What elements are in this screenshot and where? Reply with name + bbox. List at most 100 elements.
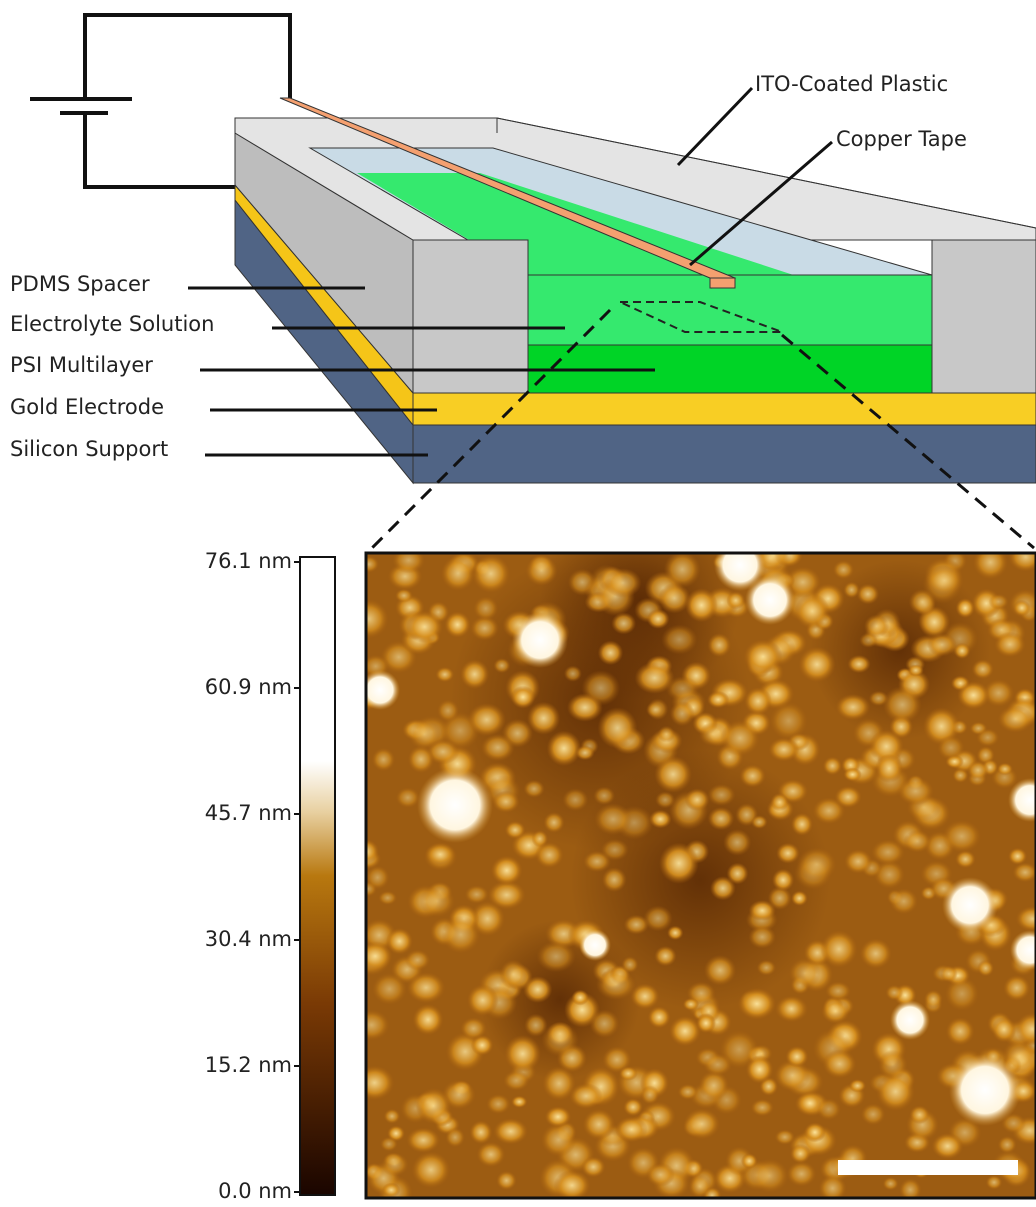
afm-grain bbox=[787, 1161, 817, 1187]
afm-grain bbox=[704, 955, 736, 986]
afm-grain bbox=[977, 960, 994, 977]
afm-grain bbox=[425, 843, 455, 866]
afm-grain bbox=[416, 1088, 452, 1124]
afm-grain bbox=[791, 813, 813, 836]
afm-grain bbox=[381, 1153, 409, 1177]
colorbar-tick-label: 45.7 nm bbox=[205, 801, 292, 825]
afm-grain bbox=[897, 777, 934, 805]
afm-grain bbox=[655, 791, 675, 808]
afm-grain bbox=[372, 973, 407, 1005]
label: PSI Multilayer bbox=[10, 353, 153, 377]
afm-particle bbox=[942, 877, 998, 933]
afm-grain bbox=[744, 687, 772, 715]
afm-grain bbox=[768, 737, 799, 761]
afm-grain bbox=[849, 1079, 866, 1093]
afm-grain bbox=[925, 565, 964, 596]
afm-grain bbox=[541, 1022, 579, 1057]
colorbar bbox=[300, 557, 335, 1195]
colorbar-tick-label: 60.9 nm bbox=[205, 675, 292, 699]
afm-grain bbox=[641, 1085, 660, 1104]
afm-grain bbox=[708, 807, 735, 830]
afm-grain bbox=[998, 1136, 1017, 1154]
copper-end bbox=[710, 278, 735, 288]
afm-grain bbox=[659, 843, 699, 884]
afm-grain bbox=[511, 686, 536, 709]
afm-grain bbox=[359, 556, 379, 573]
afm-grain bbox=[562, 788, 588, 811]
afm-particle bbox=[714, 539, 766, 591]
afm-grain bbox=[493, 658, 510, 673]
afm-grain bbox=[380, 1137, 398, 1152]
afm-grain bbox=[604, 568, 642, 597]
afm-grain bbox=[688, 1174, 711, 1198]
afm-grain bbox=[499, 959, 527, 989]
afm-grain bbox=[496, 1171, 517, 1190]
afm-grain bbox=[649, 810, 672, 829]
figure: ITO-Coated Plastic Copper Tape PDMS Spac… bbox=[0, 0, 1036, 1203]
label: Gold Electrode bbox=[10, 395, 164, 419]
afm-grain bbox=[643, 905, 672, 931]
afm-grain bbox=[486, 1094, 510, 1114]
afm-grain bbox=[957, 681, 990, 709]
afm-grain bbox=[1013, 600, 1031, 616]
afm-grain bbox=[994, 632, 1026, 658]
afm-grain bbox=[946, 1017, 975, 1046]
afm-grain bbox=[997, 763, 1013, 776]
afm-grain bbox=[543, 812, 564, 833]
afm-grain bbox=[955, 850, 976, 868]
label: PDMS Spacer bbox=[10, 272, 150, 296]
afm-grain bbox=[511, 1096, 527, 1108]
afm-grain bbox=[973, 545, 1008, 579]
afm-grain bbox=[441, 916, 480, 954]
afm-particle bbox=[417, 767, 493, 843]
afm-grain bbox=[875, 754, 903, 783]
afm-grain bbox=[472, 554, 510, 593]
afm-grain bbox=[1008, 848, 1027, 865]
afm-grain bbox=[871, 839, 905, 865]
afm-particle bbox=[512, 612, 568, 668]
afm-grain bbox=[743, 639, 782, 674]
afm-grain bbox=[460, 659, 489, 689]
afm-grain bbox=[696, 1013, 716, 1033]
colorbar-tick-label: 30.4 nm bbox=[205, 927, 292, 951]
afm-grain bbox=[523, 976, 552, 1003]
afm-grain bbox=[504, 1035, 541, 1073]
afm-grain bbox=[407, 972, 446, 1003]
afm-grain bbox=[473, 596, 498, 620]
afm-grain bbox=[647, 609, 670, 629]
afm-grain bbox=[772, 869, 794, 892]
afm-grain bbox=[927, 633, 957, 656]
afm-grain bbox=[545, 1106, 572, 1127]
afm-grain bbox=[860, 938, 892, 969]
afm-grain bbox=[885, 985, 903, 1001]
afm-grain bbox=[646, 1163, 675, 1187]
afm-grain bbox=[823, 1049, 857, 1078]
afm-grain bbox=[589, 1009, 619, 1038]
afm-grain bbox=[685, 788, 710, 811]
afm-grain bbox=[635, 662, 675, 694]
afm-grain bbox=[908, 664, 924, 676]
afm-grain bbox=[493, 1118, 528, 1145]
afm-grain bbox=[444, 611, 470, 638]
afm-grain bbox=[583, 1109, 616, 1140]
afm-grain bbox=[707, 691, 729, 708]
afm-grain bbox=[924, 990, 943, 1009]
afm-grain bbox=[903, 830, 931, 853]
afm-grain bbox=[989, 594, 1009, 610]
afm-grain bbox=[1003, 975, 1030, 1001]
afm-grain bbox=[751, 1099, 774, 1117]
afm-grain bbox=[685, 588, 718, 622]
afm-grain bbox=[405, 950, 430, 971]
afm-grain bbox=[537, 941, 576, 972]
afm-grain bbox=[535, 842, 564, 868]
afm-grain bbox=[467, 984, 498, 1016]
afm-grain bbox=[492, 791, 520, 813]
afm-grain bbox=[505, 821, 526, 839]
afm-grain bbox=[972, 659, 994, 679]
afm-grain bbox=[547, 731, 582, 767]
afm-grain bbox=[785, 1046, 808, 1068]
device bbox=[235, 98, 1036, 483]
afm-grain bbox=[720, 720, 759, 756]
colorbar-ticks: 76.1 nm60.9 nm45.7 nm30.4 nm15.2 nm0.0 n… bbox=[205, 549, 300, 1203]
afm-grain bbox=[956, 598, 975, 618]
